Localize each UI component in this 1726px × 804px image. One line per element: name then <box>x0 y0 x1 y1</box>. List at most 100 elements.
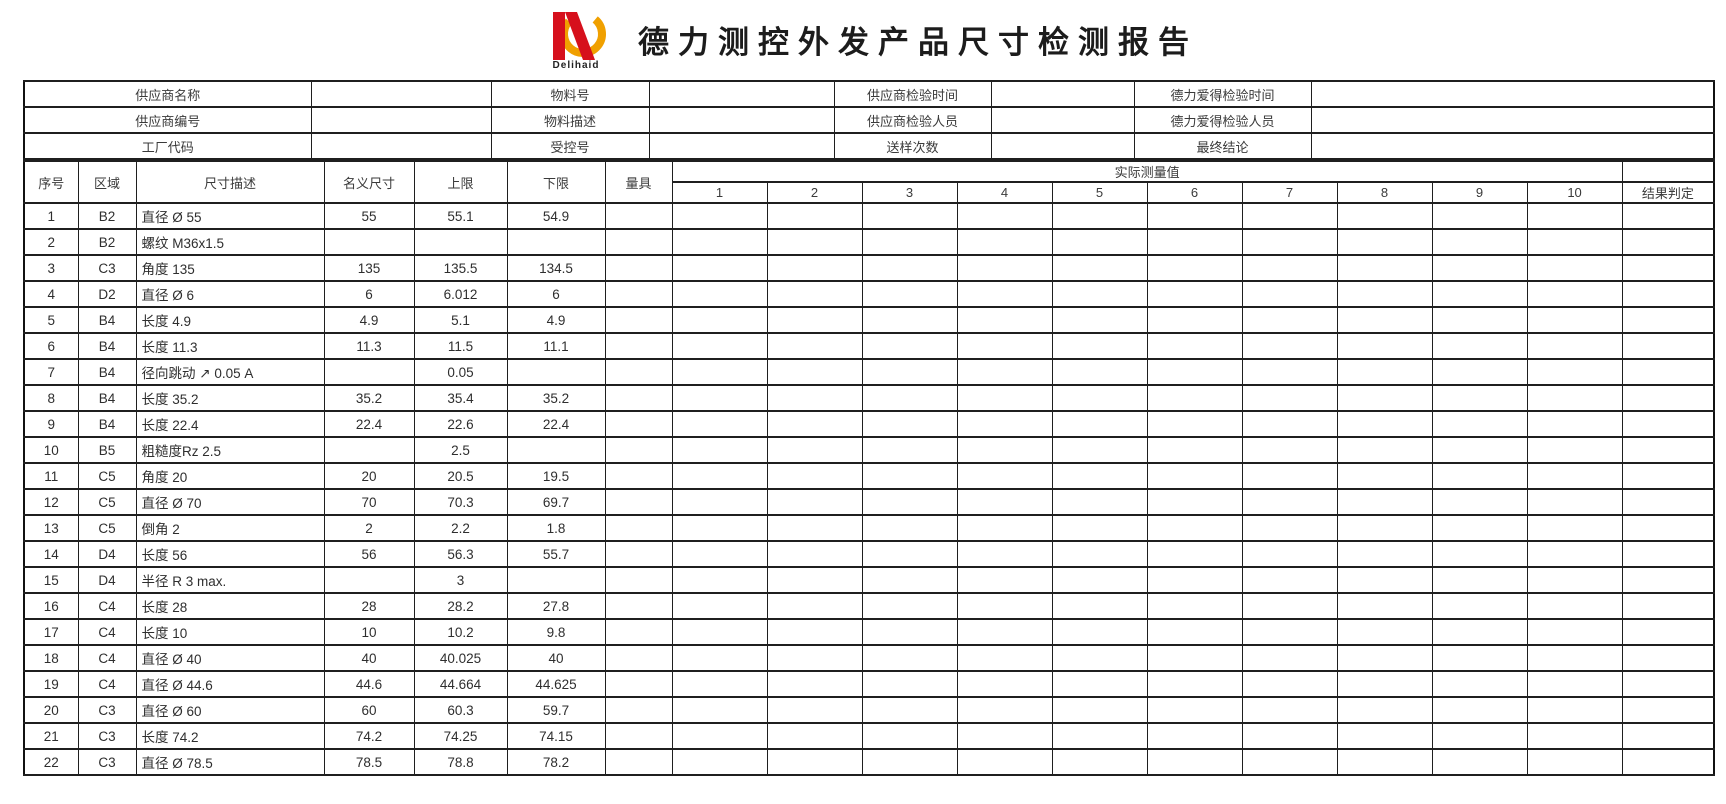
measurement-cell <box>861 488 958 516</box>
nominal-size-cell: 135 <box>323 254 415 282</box>
measurement-cell <box>1051 410 1148 438</box>
measurement-cell <box>671 254 768 282</box>
measurement-cell <box>1336 358 1433 386</box>
gauge-cell <box>604 384 673 412</box>
measurement-cell <box>1336 462 1433 490</box>
dimension-desc-cell: 角度 135 <box>135 254 325 282</box>
area-cell: D4 <box>77 566 137 594</box>
measurement-cell <box>1431 332 1528 360</box>
area-cell: C4 <box>77 592 137 620</box>
measurement-cell <box>1241 644 1338 672</box>
measurement-cell <box>671 592 768 620</box>
info-label-cell: 工厂代码 <box>23 132 312 160</box>
measurement-cell <box>1051 358 1148 386</box>
dimension-desc-cell: 半径 R 3 max. <box>135 566 325 594</box>
lower-limit-cell: 44.625 <box>506 670 606 698</box>
measurement-cell <box>956 202 1053 230</box>
measurement-cell <box>1241 306 1338 334</box>
result-cell <box>1621 202 1715 230</box>
area-cell: C5 <box>77 514 137 542</box>
measurement-cell <box>956 748 1053 776</box>
measurement-cell <box>1146 670 1243 698</box>
area-cell: C4 <box>77 670 137 698</box>
dimension-desc-cell: 倒角 2 <box>135 514 325 542</box>
measurement-cell <box>1431 540 1528 568</box>
result-cell <box>1621 514 1715 542</box>
nominal-size-cell: 40 <box>323 644 415 672</box>
measurement-cell <box>1336 696 1433 724</box>
nominal-size-cell: 28 <box>323 592 415 620</box>
measurement-cell <box>766 332 863 360</box>
measurement-cell <box>1431 618 1528 646</box>
upper-limit-cell: 60.3 <box>413 696 508 724</box>
measurement-cell <box>1431 306 1528 334</box>
measurement-cell <box>861 384 958 412</box>
measurement-cell <box>1526 254 1623 282</box>
gauge-cell <box>604 202 673 230</box>
measurement-cell <box>671 280 768 308</box>
result-cell <box>1621 228 1715 256</box>
measurement-cell <box>671 540 768 568</box>
measurement-cell <box>766 566 863 594</box>
measurement-cell <box>766 514 863 542</box>
lower-limit-cell: 59.7 <box>506 696 606 724</box>
result-cell <box>1621 566 1715 594</box>
upper-limit-cell: 55.1 <box>413 202 508 230</box>
info-label-cell: 物料号 <box>490 80 650 108</box>
row-number-cell: 20 <box>23 696 79 724</box>
lower-limit-cell: 11.1 <box>506 332 606 360</box>
measurement-cell <box>766 436 863 464</box>
measurement-cell <box>1146 410 1243 438</box>
area-cell: C4 <box>77 618 137 646</box>
upper-limit-cell: 56.3 <box>413 540 508 568</box>
row-number-cell: 12 <box>23 488 79 516</box>
row-number-cell: 21 <box>23 722 79 750</box>
measurement-cell <box>766 540 863 568</box>
measurement-cell <box>1241 696 1338 724</box>
dimension-desc-cell: 直径 Ø 44.6 <box>135 670 325 698</box>
measurement-cell <box>861 436 958 464</box>
measurement-cell <box>956 306 1053 334</box>
area-cell: B2 <box>77 202 137 230</box>
measurement-cell <box>956 280 1053 308</box>
measurement-cell <box>1146 540 1243 568</box>
info-value-cell <box>1310 132 1715 160</box>
measurement-cell <box>671 228 768 256</box>
measurement-cell <box>1526 202 1623 230</box>
measurement-cell <box>956 228 1053 256</box>
nominal-size-cell: 11.3 <box>323 332 415 360</box>
measurement-cell <box>1431 384 1528 412</box>
supplier-info-table: 供应商名称 物料号 供应商检验时间 德力爱得检验时间 供应商编号 物料描述 供应商检验人员 德… <box>23 80 1715 160</box>
measurement-cell <box>861 540 958 568</box>
measurement-cell <box>1241 280 1338 308</box>
measurement-cell <box>671 748 768 776</box>
measurement-cell <box>1146 254 1243 282</box>
measurement-cell <box>1146 384 1243 412</box>
measurement-cell <box>1526 306 1623 334</box>
measurement-cell <box>1051 644 1148 672</box>
result-cell <box>1621 618 1715 646</box>
gauge-cell <box>604 748 673 776</box>
measurement-cell <box>1336 436 1433 464</box>
measurement-cell <box>766 410 863 438</box>
header-row-bottom: 1 2 3 4 5 6 7 8 9 10 结果判定 <box>24 181 1715 204</box>
measurement-cell <box>1051 722 1148 750</box>
row-number-cell: 9 <box>23 410 79 438</box>
info-label-cell: 物料描述 <box>490 106 650 134</box>
measurement-cell <box>1146 618 1243 646</box>
measurement-cell <box>1336 202 1433 230</box>
measurement-cell <box>671 670 768 698</box>
measurement-cell <box>1241 228 1338 256</box>
measurement-cell <box>1051 488 1148 516</box>
measurement-cell <box>1051 670 1148 698</box>
result-cell <box>1621 410 1715 438</box>
dimension-desc-cell: 角度 20 <box>135 462 325 490</box>
measurement-cell <box>766 462 863 490</box>
measurement-cell <box>861 592 958 620</box>
info-label-cell: 德力爱得检验人员 <box>1133 106 1312 134</box>
table-row: 17 C4 长度 10 10 10.2 9.8 <box>23 618 1715 646</box>
nominal-size-cell <box>323 436 415 464</box>
measurement-cell <box>766 306 863 334</box>
row-number-cell: 17 <box>23 618 79 646</box>
table-row: 9 B4 长度 22.4 22.4 22.6 22.4 <box>23 410 1715 438</box>
